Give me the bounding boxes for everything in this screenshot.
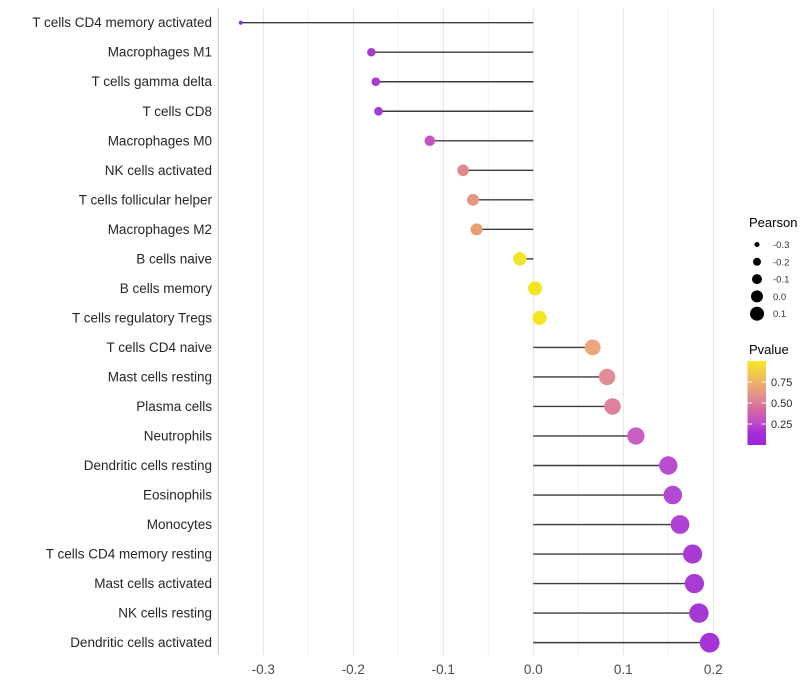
x-tick-label: 0.0	[524, 662, 543, 677]
size-legend-dot	[753, 257, 761, 266]
data-point	[238, 20, 243, 25]
category-label: Macrophages M2	[108, 222, 212, 237]
data-point	[604, 398, 621, 415]
colorbar-tick-label: 0.25	[771, 419, 792, 431]
size-legend-dot	[754, 242, 760, 247]
data-point	[467, 193, 479, 206]
data-point	[627, 427, 645, 445]
category-label: Dendritic cells resting	[84, 458, 212, 473]
category-label: Macrophages M0	[108, 133, 212, 148]
data-point	[528, 281, 543, 296]
x-axis-tick-label-layer: -0.3 -0.2 -0.1 0.0 0.1 0.2	[252, 662, 723, 677]
size-legend-label: 0.0	[773, 292, 786, 303]
category-label: Macrophages M1	[108, 45, 212, 60]
x-tick-label: 0.1	[614, 662, 633, 677]
stem-layer	[240, 22, 710, 644]
color-legend-title: Pvalue	[749, 342, 789, 357]
data-point	[689, 603, 709, 623]
category-label: T cells gamma delta	[91, 74, 212, 89]
size-legend-title: Pearson	[749, 215, 797, 230]
colorbar-tick-label: 0.75	[771, 377, 792, 389]
category-label: T cells CD4 memory resting	[46, 547, 212, 562]
data-point	[682, 544, 703, 564]
category-label: Plasma cells	[136, 399, 212, 414]
category-label: T cells CD4 memory activated	[32, 15, 212, 30]
size-legend-label: -0.3	[773, 240, 789, 251]
data-point	[684, 573, 705, 594]
data-point	[659, 456, 678, 475]
grid-layer	[217, 8, 714, 655]
data-point	[699, 632, 720, 653]
colorbar-tick-label: 0.50	[771, 398, 792, 410]
x-tick-label: 0.2	[704, 662, 723, 677]
category-label: Mast cells resting	[108, 369, 212, 384]
x-tick-label: -0.1	[432, 662, 455, 677]
size-legend-label: -0.1	[773, 275, 789, 286]
size-legend-label: 0.1	[773, 309, 786, 320]
data-point	[584, 339, 601, 356]
category-label: NK cells resting	[118, 606, 212, 621]
data-point	[457, 164, 469, 177]
size-legend-dot	[751, 290, 763, 303]
data-point	[374, 106, 383, 116]
data-point	[371, 77, 381, 87]
category-label: Dendritic cells activated	[70, 635, 212, 650]
colorbar-ticks: 0.75 0.50 0.25	[747, 377, 792, 431]
legend: Pearson -0.3-0.2-0.10.00.1 Pvalue 0.750.…	[747, 215, 797, 445]
size-legend-dot	[750, 306, 764, 321]
category-label: T cells CD8	[142, 104, 212, 119]
category-label: NK cells activated	[105, 163, 212, 178]
x-tick-label: -0.3	[252, 662, 275, 677]
category-label: Mast cells activated	[94, 576, 212, 591]
category-label: Eosinophils	[143, 488, 212, 503]
data-point	[424, 135, 436, 147]
category-label: Monocytes	[147, 517, 213, 532]
size-legend-label: -0.2	[773, 257, 789, 268]
data-point	[470, 223, 483, 236]
data-point	[367, 47, 376, 57]
size-legend-entries: -0.3 -0.2 -0.1 0.0 0.1	[750, 240, 789, 321]
pvalue-colorbar	[747, 361, 766, 445]
category-label-layer: T cells CD4 memory activated Macrophages …	[32, 15, 212, 650]
data-point	[513, 252, 527, 266]
data-point	[663, 485, 683, 505]
data-point	[598, 368, 616, 386]
category-label: T cells follicular helper	[79, 192, 213, 207]
category-label: T cells CD4 naive	[106, 340, 212, 355]
size-legend-dot	[752, 274, 762, 285]
dot-layer	[238, 20, 720, 653]
data-point	[670, 515, 690, 534]
category-label: Neutrophils	[144, 428, 213, 443]
x-tick-label: -0.2	[342, 662, 365, 677]
category-label: T cells regulatory Tregs	[72, 310, 212, 325]
category-label: B cells memory	[120, 281, 213, 296]
category-label: B cells naive	[136, 251, 212, 266]
data-point	[532, 310, 547, 325]
